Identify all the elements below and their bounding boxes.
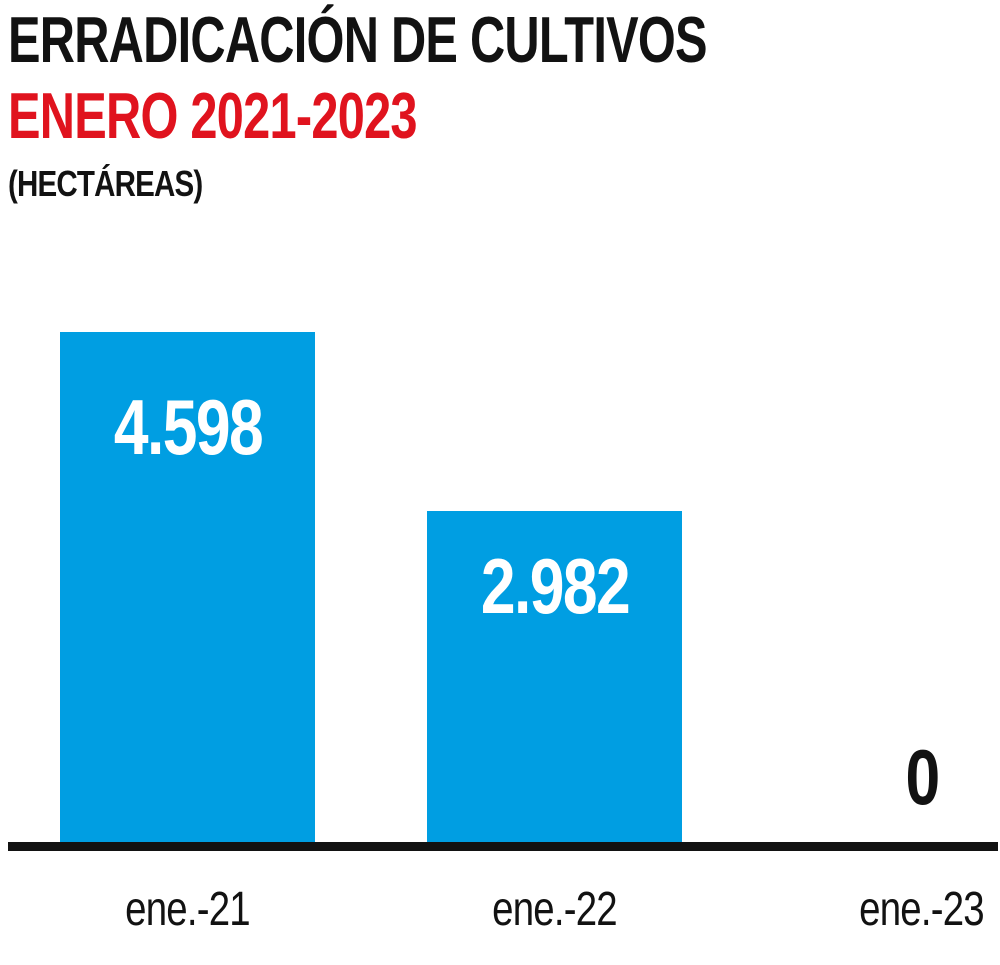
bar-ene-21: 4.598 bbox=[60, 332, 315, 842]
bar-column-ene-21: 4.598 bbox=[60, 332, 315, 842]
x-axis-labels: ene.-21 ene.-22 ene.-23 bbox=[0, 880, 1000, 950]
bar-value-label: 2.982 bbox=[480, 542, 630, 631]
bar-ene-22: 2.982 bbox=[427, 511, 682, 842]
x-axis-line bbox=[8, 842, 998, 851]
bar-value-label: 4.598 bbox=[113, 383, 263, 472]
chart-header: ERRADICACIÓN DE CULTIVOS ENERO 2021-2023… bbox=[8, 3, 998, 204]
bar-column-ene-22: 2.982 bbox=[427, 511, 682, 842]
chart-title: ERRADICACIÓN DE CULTIVOS bbox=[8, 3, 708, 76]
bar-value-label: 0 bbox=[904, 733, 940, 821]
chart-subtitle: ENERO 2021-2023 bbox=[8, 79, 418, 152]
x-tick-label-ene-22: ene.-22 bbox=[492, 883, 617, 936]
x-tick-label-ene-23: ene.-23 bbox=[859, 883, 984, 936]
chart-plot-area: 4.598 2.982 0 bbox=[60, 332, 940, 842]
unit-label: (HECTÁREAS) bbox=[8, 163, 203, 204]
x-tick-label-ene-21: ene.-21 bbox=[125, 883, 250, 936]
